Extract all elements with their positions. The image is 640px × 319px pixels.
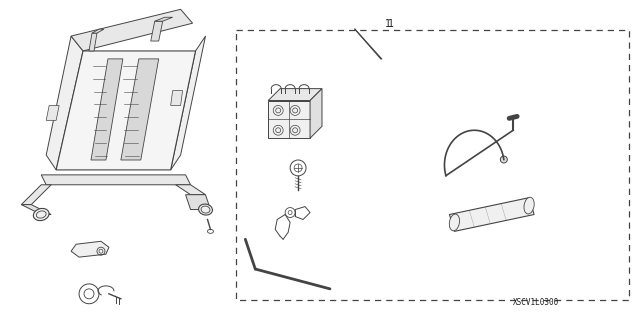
Polygon shape xyxy=(56,51,196,170)
Polygon shape xyxy=(155,17,173,21)
Polygon shape xyxy=(89,33,97,51)
Polygon shape xyxy=(91,59,123,160)
Circle shape xyxy=(500,156,508,163)
Polygon shape xyxy=(175,185,205,195)
Polygon shape xyxy=(171,36,205,170)
Polygon shape xyxy=(449,198,534,231)
Polygon shape xyxy=(41,175,191,185)
Polygon shape xyxy=(71,241,109,257)
Polygon shape xyxy=(21,185,51,204)
Polygon shape xyxy=(268,89,322,100)
Ellipse shape xyxy=(198,204,212,215)
Text: 1: 1 xyxy=(385,19,391,29)
Polygon shape xyxy=(310,89,322,138)
Ellipse shape xyxy=(524,197,534,214)
Polygon shape xyxy=(92,29,104,33)
Polygon shape xyxy=(21,204,51,214)
Polygon shape xyxy=(151,21,163,41)
Polygon shape xyxy=(186,195,211,210)
Polygon shape xyxy=(121,59,159,160)
Polygon shape xyxy=(268,100,310,138)
Ellipse shape xyxy=(449,214,460,231)
Text: 1: 1 xyxy=(388,19,394,29)
Ellipse shape xyxy=(33,208,49,221)
Polygon shape xyxy=(46,106,59,120)
Polygon shape xyxy=(171,91,182,106)
Text: XSCV1L0300: XSCV1L0300 xyxy=(513,298,559,307)
Bar xyxy=(236,30,629,300)
Polygon shape xyxy=(46,36,83,170)
Polygon shape xyxy=(71,9,193,51)
